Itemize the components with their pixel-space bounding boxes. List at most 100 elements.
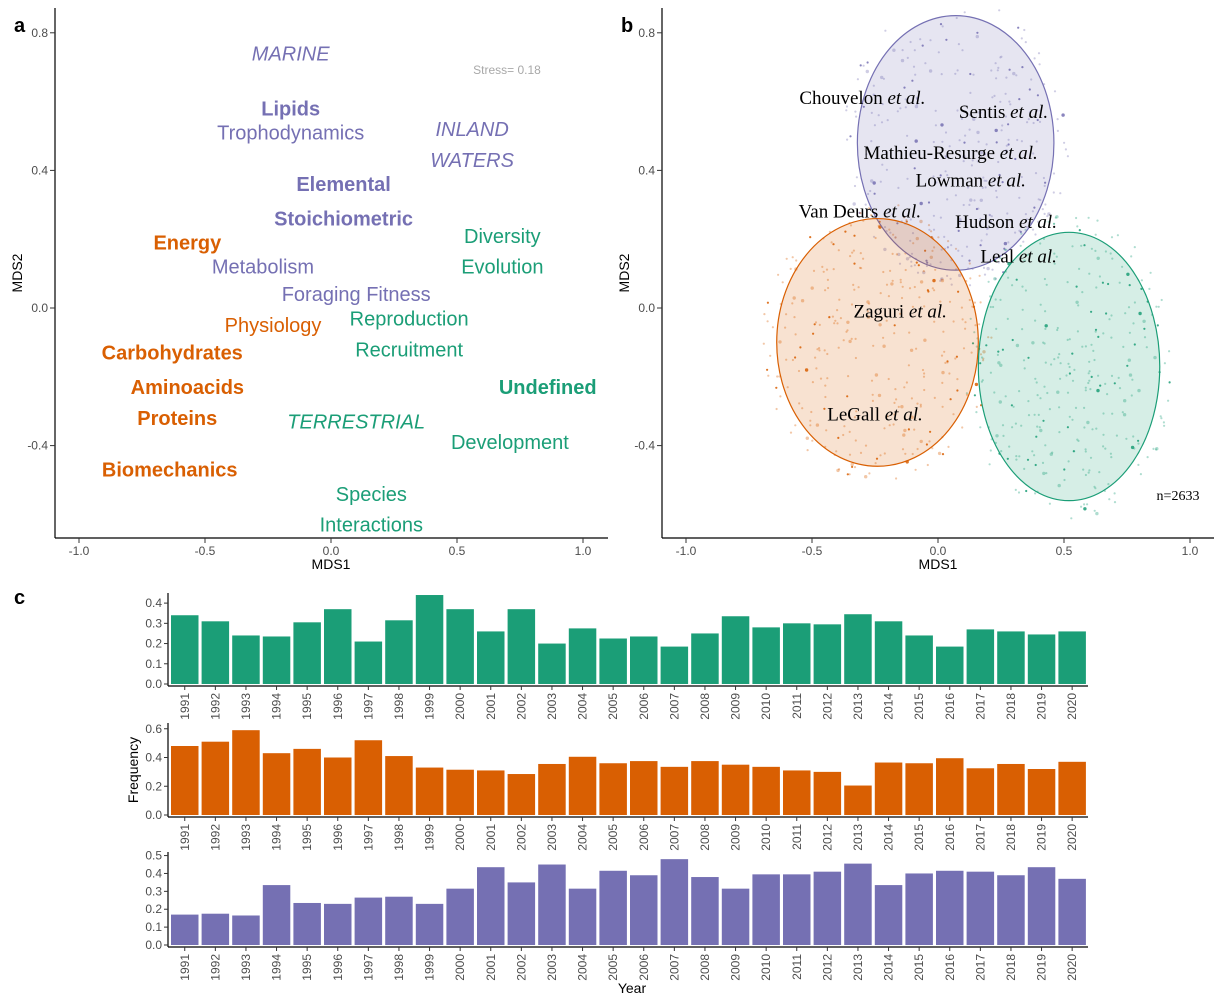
- panel-a-y-tick-label: -0.4: [27, 439, 48, 453]
- data-point: [956, 109, 959, 112]
- year-tick-label: 2017: [973, 954, 987, 981]
- data-point: [958, 273, 962, 278]
- data-point: [993, 94, 996, 97]
- data-point: [1019, 244, 1022, 247]
- year-tick-label: 2012: [820, 824, 834, 851]
- data-point: [1018, 455, 1021, 458]
- bar: [262, 753, 291, 815]
- data-point: [932, 140, 935, 144]
- data-point: [979, 426, 982, 429]
- data-point: [1089, 388, 1092, 391]
- data-point: [979, 362, 982, 365]
- panel-a-letter: a: [14, 15, 26, 37]
- data-point: [961, 318, 964, 321]
- data-point: [1083, 503, 1086, 506]
- data-point: [921, 44, 924, 47]
- data-point: [984, 186, 987, 189]
- data-point: [919, 439, 923, 444]
- bar: [783, 770, 811, 815]
- data-point: [912, 65, 916, 68]
- bar: [415, 767, 444, 815]
- data-point: [964, 327, 967, 330]
- author-label: Lowman et al.: [916, 171, 1026, 192]
- data-point: [1023, 367, 1026, 370]
- data-point: [899, 278, 902, 281]
- data-point: [872, 84, 875, 87]
- year-tick-label: 2007: [667, 954, 681, 981]
- data-point: [849, 224, 853, 227]
- data-point: [1018, 390, 1021, 393]
- data-point: [995, 434, 999, 438]
- year-tick-label: 2018: [1004, 954, 1018, 981]
- data-point: [910, 397, 914, 400]
- bar: [630, 761, 658, 815]
- data-point: [995, 189, 998, 192]
- data-point: [1126, 364, 1129, 367]
- data-point: [1083, 244, 1086, 247]
- data-point: [813, 323, 816, 326]
- year-tick-label: 2001: [484, 824, 498, 851]
- data-point: [904, 268, 907, 272]
- data-point: [906, 177, 909, 180]
- data-point: [1022, 359, 1026, 362]
- data-point: [846, 473, 849, 476]
- panel-a-axes: -1.0 -0.5 0.0 0.5 1.0 -0.4 0.0 0.4 0.8: [27, 26, 591, 558]
- data-point: [1074, 406, 1078, 409]
- data-point: [1056, 326, 1059, 330]
- data-point: [890, 282, 894, 286]
- data-point: [964, 134, 967, 137]
- data-point: [904, 98, 907, 101]
- data-point: [1034, 319, 1037, 322]
- data-point: [956, 389, 959, 392]
- data-point: [1037, 220, 1040, 223]
- data-point: [897, 186, 900, 189]
- data-point: [1004, 248, 1007, 251]
- data-point: [1162, 421, 1165, 424]
- data-point: [995, 196, 999, 199]
- data-point: [903, 216, 906, 219]
- bar: [874, 762, 903, 815]
- data-point: [973, 331, 976, 334]
- data-point: [1066, 338, 1069, 341]
- data-point: [1130, 445, 1135, 450]
- data-point: [965, 245, 969, 248]
- data-point: [862, 64, 865, 67]
- data-point: [1042, 471, 1046, 476]
- data-point: [933, 396, 936, 399]
- data-point: [1116, 234, 1119, 237]
- data-point: [1095, 511, 1099, 516]
- year-tick-label: 1996: [331, 693, 345, 720]
- data-point: [969, 317, 972, 320]
- bar: [201, 741, 230, 815]
- data-point: [763, 313, 766, 316]
- data-point: [998, 9, 1001, 12]
- data-point: [908, 287, 912, 290]
- data-point: [930, 230, 933, 233]
- data-point: [921, 368, 925, 372]
- data-point: [1043, 385, 1046, 388]
- data-point: [973, 394, 977, 397]
- year-tick-label: 2004: [576, 954, 590, 981]
- data-point: [1076, 225, 1079, 228]
- data-point: [954, 247, 958, 250]
- data-point: [898, 262, 902, 265]
- data-point: [939, 174, 942, 177]
- data-point: [975, 405, 978, 408]
- data-point: [1155, 305, 1158, 308]
- data-point: [979, 150, 984, 155]
- data-point: [848, 430, 851, 433]
- data-point: [1004, 149, 1008, 153]
- data-point: [1073, 450, 1076, 453]
- data-point: [1152, 447, 1155, 450]
- data-point: [933, 320, 936, 323]
- data-point: [811, 381, 815, 384]
- data-point: [845, 105, 849, 108]
- data-point: [794, 356, 797, 359]
- keyword-label: Foraging Fitness: [282, 284, 431, 306]
- data-point: [885, 168, 889, 171]
- bar: [293, 748, 321, 815]
- data-point: [1088, 379, 1091, 382]
- data-point: [1015, 458, 1018, 461]
- data-point: [1014, 488, 1017, 491]
